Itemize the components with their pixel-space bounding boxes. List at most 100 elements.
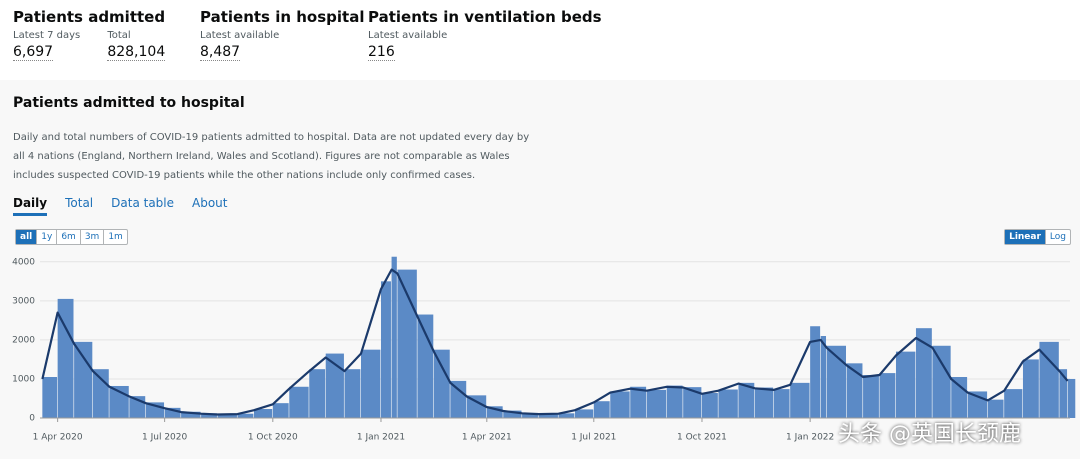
bar [450,380,467,418]
bar [951,377,968,418]
x-tick-label: 1 Jul 2020 [142,433,187,443]
range-button[interactable]: 3m [81,230,105,244]
bar [574,409,594,418]
bar [790,382,810,418]
bar [253,409,273,418]
bar [773,389,790,418]
bar [558,413,575,418]
y-tick-label: 0 [29,414,35,424]
summary-card: Patients admitted Latest 7 days 6,697 Tot… [13,8,187,61]
bar [863,375,879,418]
metric: Latest 7 days 6,697 [13,30,80,61]
bar [820,336,827,418]
bar [325,353,344,418]
card-title: Patients admitted [13,8,166,26]
scale-buttons: Linear Log [1004,229,1071,245]
x-tick-label: 1 Jul 2021 [571,433,616,443]
bar [522,412,538,418]
x-tick-label: 1 Apr 2020 [33,433,83,443]
bar [1004,389,1023,418]
section-description: Daily and total numbers of COVID-19 pati… [13,132,530,181]
bar [630,386,647,418]
metric-value[interactable]: 828,104 [107,44,166,61]
metric-value[interactable]: 216 [368,44,395,61]
range-button[interactable]: 1y [37,230,58,244]
bar [666,385,683,418]
range-button[interactable]: all [16,230,38,244]
bar [181,411,201,418]
bar [987,399,1004,418]
bar [503,410,522,418]
bar [217,414,237,418]
metric: Total 828,104 [107,30,166,61]
range-buttons: all 1y 6m 3m 1m [15,229,128,245]
bar [1067,378,1076,418]
bar [593,401,610,418]
bar [1022,359,1039,418]
bar [466,395,487,418]
bar [92,369,109,418]
x-tick-label: 1 Apr 2021 [462,433,512,443]
bar [895,351,916,418]
metric-label: Latest 7 days [13,30,81,41]
bar [915,328,932,418]
bar [879,373,896,418]
metric: Latest available 216 [368,30,447,61]
bar [272,403,289,418]
x-tick-label: 1 Jan 2021 [357,433,405,443]
y-tick-label: 4000 [12,257,35,267]
bar [718,389,738,418]
bar [1039,341,1059,418]
watermark: 头条 @英国长颈鹿 [838,422,1021,447]
bar [538,413,558,418]
metric-label: Latest available [200,30,280,41]
x-tick-label: 1 Oct 2021 [677,433,727,443]
bar [846,363,863,418]
line [41,268,1069,416]
bar [932,345,951,418]
bar [74,341,93,418]
bar [164,407,181,418]
bar [486,406,503,418]
bar [380,281,391,418]
metric-value[interactable]: 6,697 [13,44,54,61]
summary-card: Patients in ventilation beds Latest avai… [368,8,602,61]
bar [433,349,450,418]
metric-label: Latest available [368,30,448,41]
bar [610,391,630,418]
bar [754,387,774,418]
tab[interactable]: Daily [13,196,48,216]
bar [683,387,702,418]
scale-button[interactable]: Log [1049,232,1066,242]
bar [360,349,381,418]
bar [646,389,667,418]
x-tick-label: 1 Jan 2022 [786,433,834,443]
card-title: Patients in ventilation beds [368,8,602,26]
y-tick-label: 1000 [12,374,35,384]
bar [391,256,397,418]
bar [738,382,755,418]
tabs: Daily Total Data table About [13,196,245,216]
scale-button[interactable]: Linear [1005,230,1046,244]
bar [810,326,821,418]
bar [826,345,846,418]
bar [1059,369,1068,418]
card-title: Patients in hospital [200,8,365,26]
section-title: Patients admitted to hospital [13,95,245,111]
tab[interactable]: About [192,196,228,210]
y-tick-label: 3000 [12,296,35,306]
bar [344,369,361,418]
bar [57,298,74,418]
metric-value[interactable]: 8,487 [200,44,241,61]
tab[interactable]: Total [65,196,94,210]
bar [237,413,254,418]
tab[interactable]: Data table [111,196,174,210]
range-button[interactable]: 1m [108,232,123,242]
bar [309,369,326,418]
range-button[interactable]: 6m [57,230,81,244]
y-tick-label: 2000 [12,335,35,345]
bar [42,377,58,418]
metric-label: Total [107,30,131,41]
bar [289,386,309,418]
